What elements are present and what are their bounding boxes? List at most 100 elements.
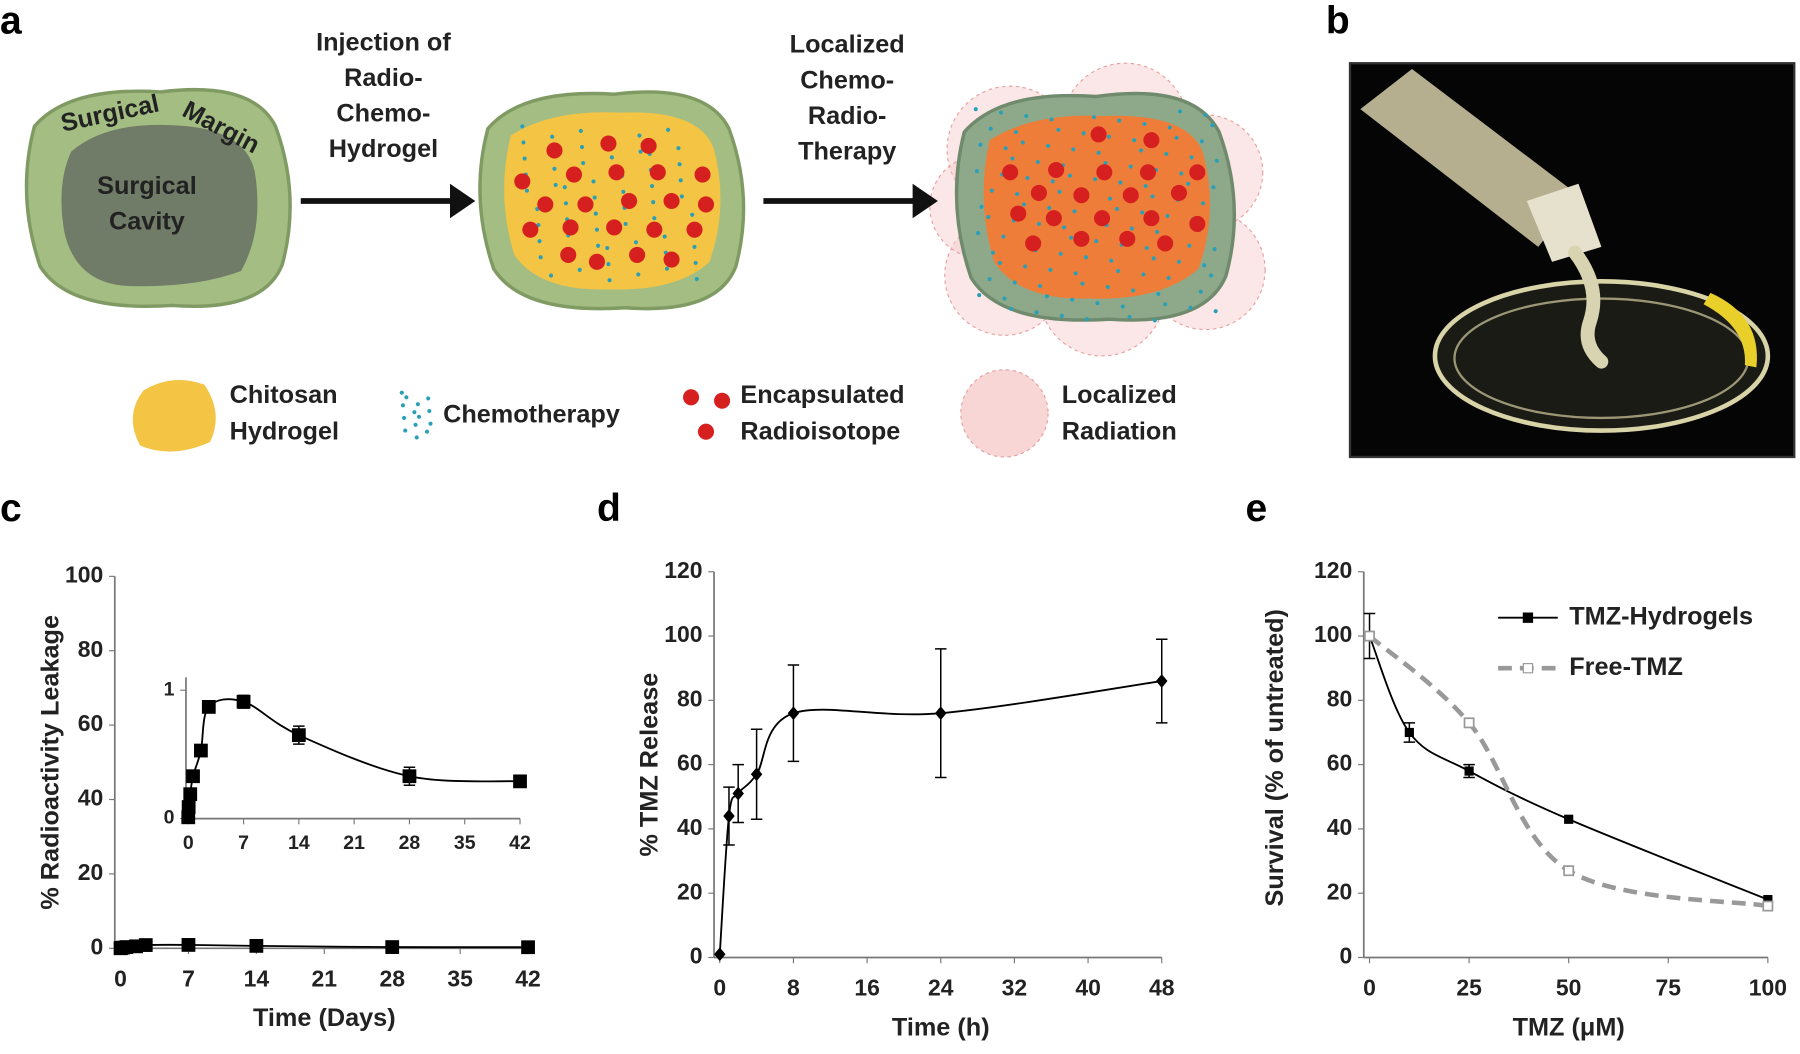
- x-tick-label: 0: [183, 832, 194, 854]
- chemo-dot: [1046, 143, 1051, 148]
- photo: [1348, 62, 1796, 459]
- chemo-dot: [403, 428, 408, 433]
- radioisotope-dot: [1073, 230, 1090, 247]
- chemo-dot: [1211, 185, 1216, 190]
- chemo-dot: [621, 189, 626, 194]
- radioisotope-dot: [608, 164, 625, 181]
- chemo-dot: [428, 421, 433, 426]
- radioisotope-dot: [621, 192, 638, 210]
- x-axis-title: Time (Days): [253, 1004, 396, 1032]
- radioisotope-dot: [1073, 187, 1090, 204]
- chemo-dot: [1210, 123, 1215, 128]
- chemo-dot: [426, 396, 431, 401]
- chemo-dot: [1037, 283, 1043, 288]
- legend-marker: [1522, 663, 1534, 674]
- chemo-dot: [1139, 148, 1144, 153]
- chemo-dot: [594, 227, 600, 232]
- x-tick-label: 50: [1556, 975, 1582, 1001]
- chemo-dot: [402, 415, 407, 421]
- chemo-dot: [1174, 135, 1179, 140]
- chemo-dot: [974, 169, 979, 174]
- chemo-dot: [637, 133, 642, 138]
- chemo-dot: [975, 231, 981, 236]
- chemo-dot: [1209, 273, 1214, 278]
- chemo-dot: [521, 140, 526, 145]
- chemo-dot: [1165, 213, 1170, 218]
- arrow-head: [450, 183, 476, 219]
- x-tick-label: 24: [928, 975, 954, 1001]
- legend-label: Encapsulated: [740, 381, 904, 409]
- marker: [1564, 814, 1574, 824]
- chemo-dot: [607, 278, 612, 283]
- y-tick-label: 100: [65, 561, 103, 587]
- legend-label: Hydrogel: [230, 418, 339, 446]
- x-tick-label: 42: [509, 832, 531, 854]
- chemo-dot: [553, 182, 558, 187]
- arrow-head: [912, 183, 938, 219]
- data-line: [187, 698, 521, 818]
- x-tick-label: 14: [244, 966, 270, 992]
- chemo-dot: [998, 110, 1004, 115]
- panel-label: d: [597, 487, 621, 530]
- chemo-dot: [1188, 305, 1193, 310]
- chemo-dot: [1023, 264, 1028, 269]
- x-tick-label: 28: [399, 832, 421, 854]
- chemo-dot: [1143, 183, 1148, 189]
- marker: [521, 940, 535, 955]
- legend-label: Localized: [1062, 381, 1177, 409]
- legend-label: Radioisotope: [740, 418, 900, 446]
- x-tick-label: 25: [1456, 975, 1482, 1001]
- chemo-dot: [1178, 109, 1183, 114]
- chemo-dot: [1103, 161, 1108, 166]
- x-tick-label: 16: [854, 975, 880, 1001]
- marker: [201, 700, 216, 714]
- chemo-dot: [1166, 275, 1171, 280]
- chemo-dot: [412, 410, 417, 415]
- x-axis-title: Time (h): [892, 1013, 990, 1041]
- chemo-dot: [1070, 297, 1075, 302]
- radioisotope-dot: [629, 246, 646, 263]
- chemo-dot: [1150, 194, 1155, 199]
- chemo-dot: [1199, 139, 1204, 144]
- step-label: Radio-: [808, 102, 887, 130]
- radioisotope-dot: [1139, 164, 1156, 181]
- chemo-dot: [1020, 140, 1025, 145]
- chemo-dot: [1213, 309, 1218, 314]
- chemo-dot: [977, 293, 982, 298]
- chemo-dot: [520, 124, 525, 129]
- chemo-dot: [990, 250, 996, 255]
- y-tick-label: 100: [664, 621, 702, 647]
- y-tick-label: 0: [91, 933, 104, 959]
- marker: [1364, 630, 1375, 642]
- marker: [194, 743, 208, 758]
- chemo-dot: [1214, 158, 1219, 163]
- chemo-dot: [1155, 229, 1160, 235]
- legend-label: Free-TMZ: [1569, 653, 1683, 681]
- legend-radioisotope: [697, 423, 715, 440]
- chemo-dot: [1067, 173, 1072, 178]
- x-tick-label: 42: [515, 966, 541, 992]
- step-label: Localized: [790, 31, 905, 59]
- step-label: Hydrogel: [329, 135, 438, 163]
- step-label: Radio-: [344, 64, 423, 92]
- chemo-dot: [1129, 226, 1134, 231]
- legend-hydrogel: [132, 380, 216, 452]
- radioisotope-dot: [537, 196, 554, 213]
- chemo-dot: [399, 390, 404, 395]
- chemo-dot: [563, 201, 569, 206]
- radioisotope-dot: [686, 221, 703, 238]
- chemo-dot: [1140, 210, 1145, 215]
- marker: [723, 809, 735, 823]
- x-tick-label: 35: [447, 966, 473, 992]
- legend-marker: [1522, 612, 1534, 623]
- chemo-dot: [1021, 202, 1027, 207]
- panel-label: b: [1326, 0, 1350, 42]
- chemo-dot: [1073, 271, 1078, 276]
- marker: [183, 787, 198, 802]
- step-label: Chemo-: [800, 66, 894, 94]
- radioisotope-dot: [1189, 215, 1206, 232]
- marker: [714, 947, 726, 962]
- data-line: [1368, 635, 1769, 901]
- chemo-dot: [581, 161, 586, 166]
